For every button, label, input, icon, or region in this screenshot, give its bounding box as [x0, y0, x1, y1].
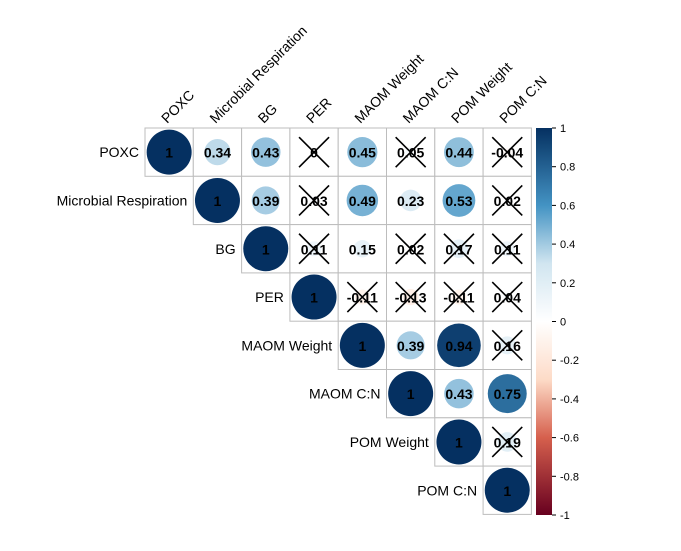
insignificant-cross-mark [346, 281, 378, 313]
insignificant-cross-mark [298, 136, 330, 168]
row-label: POM C:N [417, 482, 477, 498]
correlation-circle [388, 371, 434, 417]
correlation-label: 1 [214, 193, 222, 209]
row-label: BG [215, 241, 235, 257]
correlation-circle [437, 323, 481, 368]
correlation-circle [444, 378, 474, 409]
colorbar-tick-label: -0.2 [560, 355, 579, 367]
correlation-circle [396, 331, 425, 360]
correlation-circle [146, 129, 192, 175]
correlation-circle [487, 374, 527, 414]
colorbar-tick-label: 0.8 [560, 162, 575, 174]
column-label: PER [303, 94, 335, 126]
column-label: POXC [158, 87, 197, 126]
insignificant-cross-mark [491, 281, 523, 313]
correlation-circle [204, 139, 231, 166]
colorbar-tick-label: 0.2 [560, 278, 575, 290]
insignificant-cross-mark [491, 184, 523, 217]
insignificant-cross-mark [491, 426, 523, 458]
correlation-circle [291, 274, 337, 320]
correlation-label: 0.45 [349, 145, 376, 161]
correlation-label: 0.34 [204, 145, 231, 161]
correlation-label: 1 [358, 338, 366, 354]
correlation-label: 0.15 [349, 241, 376, 257]
correlation-circle [444, 137, 474, 168]
correlation-label: 0.43 [252, 145, 279, 161]
insignificant-cross-mark [395, 136, 427, 168]
insignificant-cross-mark [443, 281, 475, 313]
correlation-label: 0.23 [397, 193, 424, 209]
colorbar-tick-label: -0.8 [560, 471, 579, 483]
insignificant-cross-mark [491, 329, 523, 361]
correlation-circle [353, 240, 372, 258]
correlation-circle [251, 186, 280, 215]
correlation-label: 1 [455, 434, 463, 450]
row-label: PER [255, 289, 284, 305]
colorbar-tick-label: 0.4 [560, 239, 575, 251]
colorbar-tick-label: 0 [560, 317, 566, 329]
insignificant-cross-mark [298, 233, 330, 265]
correlation-label: 1 [407, 386, 415, 402]
row-label: MAOM C:N [309, 386, 381, 402]
correlation-label: 1 [503, 483, 511, 499]
correlation-label: 0.49 [349, 193, 376, 209]
insignificant-cross-mark [395, 281, 427, 313]
row-label: MAOM Weight [241, 337, 332, 353]
correlation-label: 0.94 [445, 338, 472, 354]
correlation-circle [250, 137, 281, 167]
row-label: POXC [99, 144, 139, 160]
correlation-label: 0.44 [445, 145, 472, 161]
colorbar [536, 128, 552, 515]
insignificant-cross-mark [443, 233, 475, 265]
correlation-circle [436, 419, 482, 465]
correlation-label: 1 [310, 290, 318, 306]
correlation-label: 0.75 [494, 386, 521, 402]
insignificant-cross-mark [298, 184, 330, 217]
correlation-circle [346, 184, 379, 217]
correlation-circle [194, 177, 240, 223]
colorbar-tick-label: 1 [560, 123, 566, 135]
grid-cell [337, 272, 388, 322]
correlation-label: 0.43 [445, 386, 472, 402]
correlation-circle [339, 322, 385, 368]
colorbar-tick-label: 0.6 [560, 200, 575, 212]
insignificant-cross-mark [395, 233, 427, 265]
column-label: BG [255, 100, 281, 126]
insignificant-cross-mark [491, 233, 523, 265]
correlation-circle [399, 189, 422, 212]
correlation-circle [347, 137, 378, 168]
correlation-label: 0.53 [445, 193, 472, 209]
correlation-label: 1 [165, 145, 173, 161]
correlation-label: 0.39 [252, 193, 279, 209]
colorbar-tick-label: -0.4 [560, 394, 579, 406]
correlation-label: 1 [262, 241, 270, 257]
correlation-circle [243, 226, 289, 272]
correlation-label: 0.39 [397, 338, 424, 354]
correlation-circle [484, 467, 530, 513]
insignificant-cross-mark [491, 136, 523, 168]
row-label: POM Weight [350, 434, 429, 450]
colorbar-tick-label: -0.6 [560, 433, 579, 445]
row-label: Microbial Respiration [57, 192, 188, 208]
colorbar-tick-label: -1 [560, 510, 570, 522]
correlation-circle [442, 184, 476, 217]
